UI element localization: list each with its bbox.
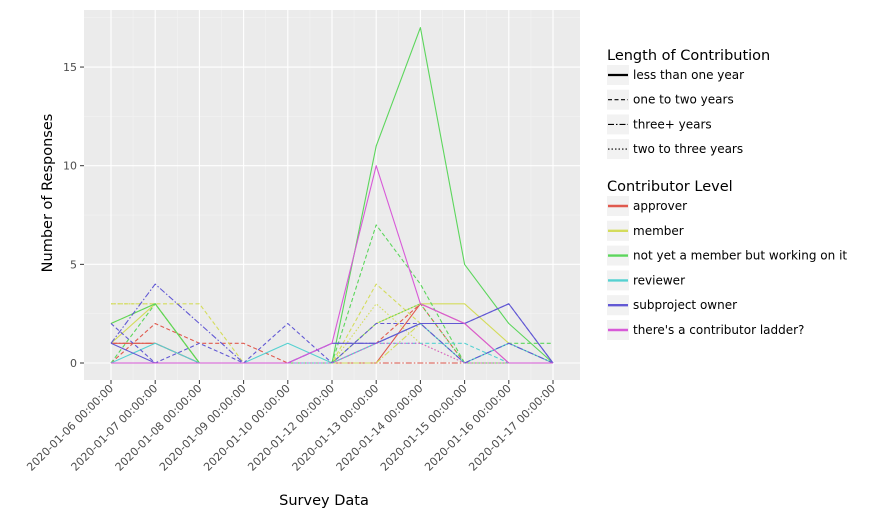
legend-label: member	[633, 224, 684, 238]
x-tick-label: 2020-01-14 00:00:00	[334, 382, 426, 474]
legend-label: one to two years	[633, 93, 734, 107]
x-axis-title: Survey Data	[279, 493, 369, 509]
legend-key-bg	[607, 114, 629, 135]
series-line-approver-dashed	[110, 303, 553, 364]
legend-label: subproject owner	[633, 298, 737, 312]
y-tick-label: 10	[63, 160, 77, 173]
series-layer	[110, 27, 554, 364]
x-tick-label: 2020-01-12 00:00:00	[245, 382, 337, 474]
legend-label: not yet a member but working on it	[633, 249, 847, 263]
legend-label: two to three years	[633, 142, 743, 156]
legend-title-linetype: Length of Contribution	[607, 48, 770, 64]
x-tick-label: 2020-01-07 00:00:00	[69, 382, 161, 474]
legend-label: three+ years	[633, 117, 712, 131]
legend-label: reviewer	[633, 273, 685, 287]
legend-label: approver	[633, 199, 687, 213]
y-axis-title: Number of Responses	[40, 114, 56, 273]
x-tick-label: 2020-01-06 00:00:00	[24, 382, 116, 474]
x-tick-label: 2020-01-08 00:00:00	[113, 382, 205, 474]
series-line-there-s-a-contributor-ladder-dotted	[111, 342, 553, 364]
x-tick-label: 2020-01-16 00:00:00	[422, 382, 514, 474]
legend-label: less than one year	[633, 68, 744, 82]
legend: Length of Contribution less than one yea…	[607, 48, 847, 340]
x-tick-label: 2020-01-09 00:00:00	[157, 382, 249, 474]
y-tick-label: 5	[70, 258, 77, 271]
x-tick-label: 2020-01-10 00:00:00	[201, 382, 293, 474]
x-tick-label: 2020-01-15 00:00:00	[378, 382, 470, 474]
x-tick-label: 2020-01-17 00:00:00	[466, 382, 558, 474]
legend-key-bg	[607, 139, 629, 160]
x-tick-label: 2020-01-13 00:00:00	[290, 382, 382, 474]
legend-title-color: Contributor Level	[607, 179, 733, 195]
y-tick-label: 0	[70, 357, 77, 370]
y-axis: 0 5 10 15	[63, 61, 84, 370]
legend-label: there's a contributor ladder?	[633, 323, 804, 337]
y-tick-label: 15	[63, 61, 77, 74]
